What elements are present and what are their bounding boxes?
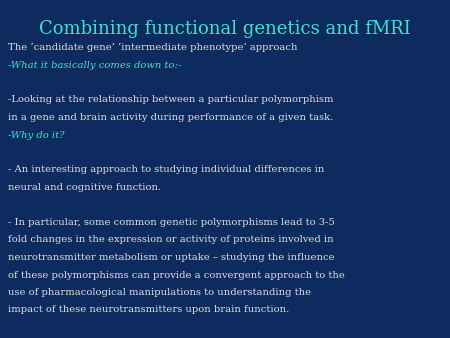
Text: use of pharmacological manipulations to understanding the: use of pharmacological manipulations to … (8, 288, 311, 297)
Text: -What it basically comes down to:-: -What it basically comes down to:- (8, 61, 181, 70)
Text: Combining functional genetics and fMRI: Combining functional genetics and fMRI (39, 20, 411, 38)
Text: of these polymorphisms can provide a convergent approach to the: of these polymorphisms can provide a con… (8, 270, 345, 280)
Text: fold changes in the expression or activity of proteins involved in: fold changes in the expression or activi… (8, 236, 333, 244)
Text: -Why do it?: -Why do it? (8, 130, 64, 140)
Text: - In particular, some common genetic polymorphisms lead to 3-5: - In particular, some common genetic pol… (8, 218, 335, 227)
Text: neural and cognitive function.: neural and cognitive function. (8, 183, 161, 192)
Text: neurotransmitter metabolism or uptake – studying the influence: neurotransmitter metabolism or uptake – … (8, 253, 335, 262)
Text: - An interesting approach to studying individual differences in: - An interesting approach to studying in… (8, 166, 324, 174)
Text: impact of these neurotransmitters upon brain function.: impact of these neurotransmitters upon b… (8, 306, 289, 314)
Text: -Looking at the relationship between a particular polymorphism: -Looking at the relationship between a p… (8, 96, 333, 104)
Text: in a gene and brain activity during performance of a given task.: in a gene and brain activity during perf… (8, 113, 333, 122)
Text: The ‘candidate gene’ ‘intermediate phenotype’ approach: The ‘candidate gene’ ‘intermediate pheno… (8, 43, 297, 52)
